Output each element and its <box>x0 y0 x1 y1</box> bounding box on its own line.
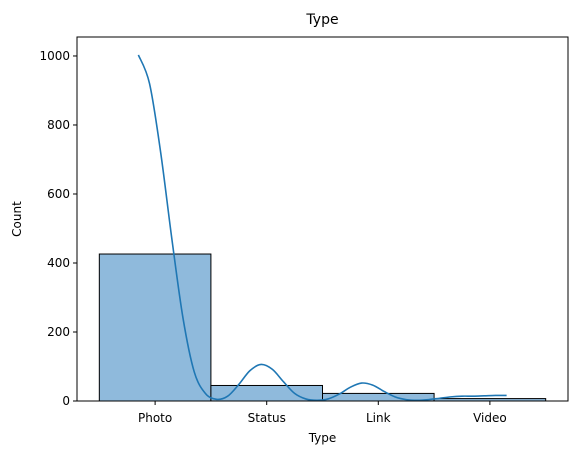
y-tick-label: 400 <box>47 256 70 270</box>
bar-photo <box>99 254 211 401</box>
y-tick-label: 1000 <box>39 49 70 63</box>
x-axis-label: Type <box>308 431 337 445</box>
x-tick-label: Photo <box>138 411 172 425</box>
y-axis-label: Count <box>10 201 24 237</box>
y-tick-label: 800 <box>47 118 70 132</box>
x-tick-label: Video <box>473 411 507 425</box>
x-tick-label: Link <box>366 411 391 425</box>
x-tick-label: Status <box>248 411 286 425</box>
y-tick-label: 0 <box>62 394 70 408</box>
y-tick-label: 600 <box>47 187 70 201</box>
y-tick-label: 200 <box>47 325 70 339</box>
chart-title: Type <box>305 12 338 28</box>
